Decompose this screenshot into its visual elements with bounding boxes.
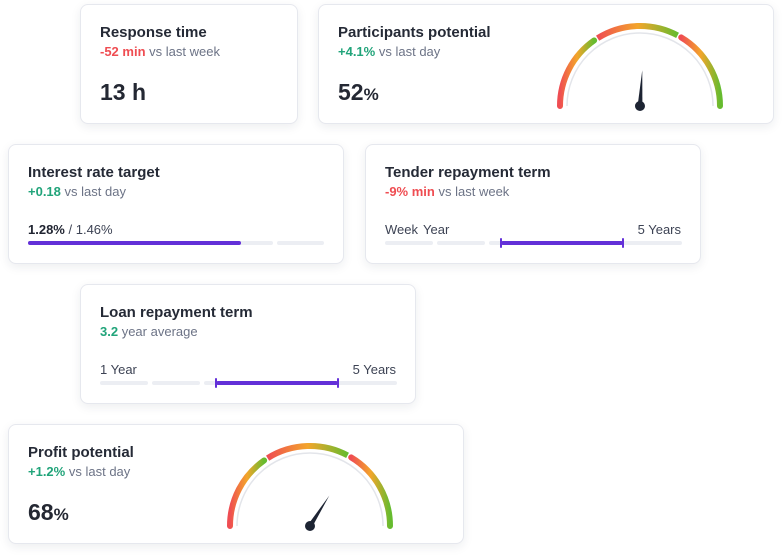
metric-unit: % (53, 505, 69, 524)
delta-value: +1.2% (28, 464, 66, 479)
card-title: Tender repayment term (385, 164, 551, 181)
card-delta-line: +4.1% vs last day (338, 44, 440, 59)
range-handle-end[interactable] (621, 238, 624, 248)
range-track-segment (437, 241, 485, 245)
range-fill (500, 241, 623, 245)
tender-repayment-term-card[interactable]: Tender repayment term -9% min vs last we… (365, 144, 701, 264)
delta-suffix: vs last week (438, 184, 510, 199)
gauge-needle-hub (635, 101, 645, 111)
progress-value: 1.28% (28, 222, 65, 237)
delta-suffix: year average (121, 324, 198, 339)
metric-value: 13 h (100, 79, 147, 105)
card-title: Participants potential (338, 24, 491, 41)
gauge-chart (227, 443, 393, 531)
gauge-needle-hub (305, 521, 315, 531)
gauge-needle (307, 495, 330, 528)
profit-potential-card[interactable]: Profit potential +1.2% vs last day 68% (8, 424, 464, 544)
gauge-segment-high (348, 454, 393, 529)
card-delta-line: +1.2% vs last day (28, 464, 130, 479)
progress-label: 1.28% / 1.46% (28, 222, 113, 237)
range-handle-end[interactable] (336, 378, 339, 388)
card-delta-line: 3.2 year average (100, 324, 198, 339)
metric-value: 52% (338, 79, 379, 106)
range-handle-start[interactable] (499, 238, 502, 248)
delta-suffix: vs last day (64, 184, 126, 199)
delta-unit: min (411, 184, 435, 199)
delta-suffix: vs last week (149, 44, 220, 59)
gauge-needle (637, 70, 643, 107)
gauge-segment-mid (266, 443, 349, 461)
gauge-segment-low (227, 457, 268, 529)
delta-value: +4.1% (338, 44, 376, 59)
card-title: Response time (100, 24, 207, 41)
card-delta-line: -9% min vs last week (385, 184, 509, 199)
card-delta-line: +0.18 vs last day (28, 184, 126, 199)
delta-value: +0.18 (28, 184, 61, 199)
participants-potential-card[interactable]: Participants potential +4.1% vs last day… (318, 4, 774, 124)
response-time-card[interactable]: Response time -52 min vs last week 13 h (80, 4, 298, 124)
gauge-segment-low (557, 37, 598, 109)
progress-fill (28, 241, 242, 245)
range-label-min: 1 Year (100, 362, 137, 377)
metric-number: 68 (28, 499, 54, 525)
gauge-segment-high (678, 34, 723, 109)
card-title: Loan repayment term (100, 304, 253, 321)
delta-suffix: vs last day (68, 464, 131, 479)
range-label-week: Week (385, 222, 418, 237)
delta-value: -52 min (100, 44, 146, 59)
range-label-year: Year (423, 222, 450, 237)
interest-rate-target-card[interactable]: Interest rate target +0.18 vs last day 1… (8, 144, 344, 264)
range-label-max: 5 Years (352, 362, 396, 377)
progress-track-segment (277, 241, 324, 245)
card-title: Profit potential (28, 444, 134, 461)
delta-suffix: vs last day (378, 44, 441, 59)
range-track-segment (152, 381, 200, 385)
gauge-chart (557, 23, 723, 111)
range-handle-start[interactable] (214, 378, 217, 388)
card-delta-line: -52 min vs last week (100, 44, 220, 59)
delta-value: 3.2 (100, 324, 119, 339)
metric-value: 68% (28, 499, 69, 526)
gauge-inner-arc (566, 32, 714, 107)
range-track-segment (385, 241, 433, 245)
range-fill (215, 381, 338, 385)
gauge-segment-mid (596, 23, 679, 41)
range-track-segment (100, 381, 148, 385)
gauge-inner-arc (236, 452, 384, 527)
progress-target: / 1.46% (68, 222, 113, 237)
metric-unit: % (363, 85, 379, 104)
loan-repayment-term-card[interactable]: Loan repayment term 3.2 year average 1 Y… (80, 284, 416, 404)
delta-value: -9% (385, 184, 409, 199)
metric-number: 52 (338, 79, 364, 105)
range-label-max: 5 Years (637, 222, 681, 237)
card-title: Interest rate target (28, 164, 160, 181)
